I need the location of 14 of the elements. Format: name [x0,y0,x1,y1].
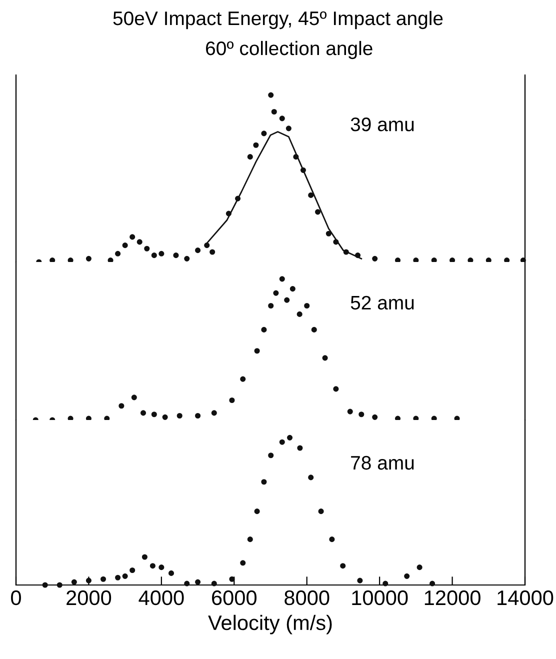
chart-title: 50eV Impact Energy, 45º Impact angle [113,10,443,30]
annotation: 52 amu [350,296,414,310]
x-tick-label: 2000 [66,590,112,606]
annotation: 39 amu [350,118,414,132]
x-tick-label: 0 [11,590,21,606]
x-tick-label: 10000 [352,590,408,606]
x-tick-label: 6000 [212,590,257,606]
x-tick-label: 14000 [498,590,554,606]
chart-subtitle: 60º collection angle [206,40,372,60]
x-tick-label: 12000 [424,590,480,606]
x-axis-title: Velocity (m/s) [208,614,332,634]
annotation: 78 amu [351,456,414,470]
x-tick-label: 4000 [138,590,184,606]
x-tick-label: 8000 [284,590,330,606]
